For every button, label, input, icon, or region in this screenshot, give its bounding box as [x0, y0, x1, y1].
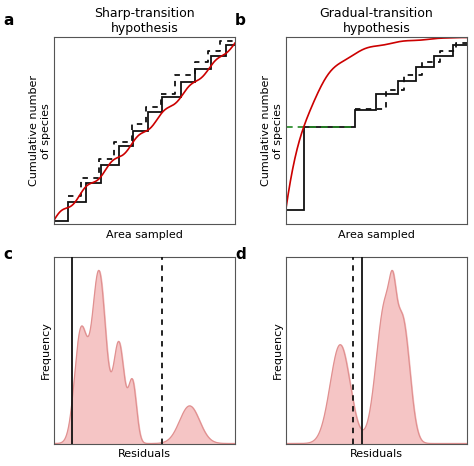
- Text: c: c: [3, 247, 12, 262]
- X-axis label: Area sampled: Area sampled: [338, 230, 415, 240]
- Title: Sharp-transition
hypothesis: Sharp-transition hypothesis: [94, 7, 195, 35]
- X-axis label: Residuals: Residuals: [118, 449, 171, 459]
- Y-axis label: Cumulative number
of species: Cumulative number of species: [262, 75, 283, 186]
- Text: d: d: [235, 247, 246, 262]
- Text: a: a: [3, 13, 13, 28]
- X-axis label: Area sampled: Area sampled: [106, 230, 183, 240]
- Y-axis label: Frequency: Frequency: [273, 321, 283, 379]
- Y-axis label: Frequency: Frequency: [41, 321, 51, 379]
- Text: b: b: [235, 13, 246, 28]
- Title: Gradual-transition
hypothesis: Gradual-transition hypothesis: [319, 7, 433, 35]
- X-axis label: Residuals: Residuals: [350, 449, 403, 459]
- Y-axis label: Cumulative number
of species: Cumulative number of species: [29, 75, 51, 186]
